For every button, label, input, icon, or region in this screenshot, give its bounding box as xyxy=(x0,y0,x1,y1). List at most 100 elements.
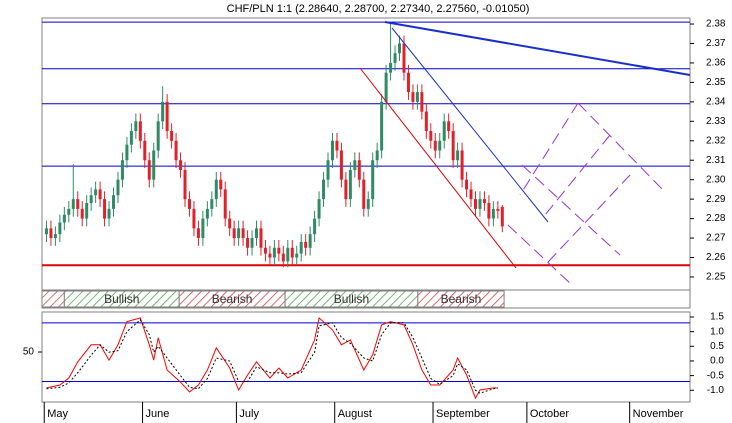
candle-body xyxy=(263,247,267,254)
projection-line xyxy=(521,164,621,256)
candle-body xyxy=(103,199,107,219)
y-tick-label: 1.0 xyxy=(710,326,724,337)
candle-body xyxy=(120,160,124,180)
y-tick-label: 2.35 xyxy=(706,77,726,88)
candle-body xyxy=(134,121,138,132)
candle-body xyxy=(299,241,303,254)
candle-body xyxy=(389,62,393,73)
projection-line xyxy=(507,224,573,286)
candle-body xyxy=(447,121,451,132)
candle-body xyxy=(375,150,379,161)
y-tick-label: 2.33 xyxy=(706,116,726,127)
signal-label: Bearish xyxy=(212,292,253,306)
candle-body xyxy=(94,189,98,196)
candle-body xyxy=(156,121,160,151)
candle-body xyxy=(183,169,187,200)
candle-body xyxy=(246,238,250,248)
y2-tick-label: 50 xyxy=(23,347,35,358)
candle-body xyxy=(138,121,142,141)
candle-body xyxy=(330,140,334,161)
candle-body xyxy=(460,150,464,180)
candle-body xyxy=(308,234,312,248)
candle-body xyxy=(304,241,308,248)
candle-body xyxy=(98,189,102,200)
candle-body xyxy=(357,160,361,180)
candle-body xyxy=(496,208,500,211)
candle-body xyxy=(116,179,120,196)
y-tick-label: 1.5 xyxy=(710,312,724,323)
candle-body xyxy=(147,160,151,180)
candle-body xyxy=(277,247,281,254)
candle-body xyxy=(339,150,343,180)
candle-body xyxy=(344,179,348,200)
candle-body xyxy=(295,253,299,258)
candle-body xyxy=(107,208,111,219)
candle-body xyxy=(219,179,223,190)
x-tick-label: June xyxy=(146,408,170,420)
candle-body xyxy=(89,195,93,204)
candle-body xyxy=(348,169,352,200)
x-tick-label: October xyxy=(530,408,569,420)
candle-body xyxy=(161,101,165,122)
y-tick-label: 2.32 xyxy=(706,135,726,146)
candle-body xyxy=(125,144,129,161)
y-tick-label: 0.5 xyxy=(710,341,724,352)
y-tick-label: 2.30 xyxy=(706,174,726,185)
candle-body xyxy=(424,111,428,132)
candle-body xyxy=(241,228,245,239)
candle-body xyxy=(433,140,437,151)
candle-body xyxy=(335,140,339,151)
candle-body xyxy=(398,43,402,54)
candle-body xyxy=(228,218,232,229)
candle-body xyxy=(255,228,259,239)
y-tick-label: 2.29 xyxy=(706,194,726,205)
signal-label: Bullish xyxy=(334,292,369,306)
y-tick-label: 2.27 xyxy=(706,233,726,244)
candle-body xyxy=(62,214,66,223)
projection-line xyxy=(577,102,666,193)
y-tick-label: 2.34 xyxy=(706,96,726,107)
trend-line xyxy=(384,21,690,76)
candle-body xyxy=(201,218,205,239)
candle-body xyxy=(402,43,406,73)
candle-body xyxy=(80,208,84,219)
candle-body xyxy=(143,140,147,161)
candle-body xyxy=(465,179,469,190)
candle-body xyxy=(76,199,80,209)
main-panel xyxy=(41,17,691,291)
candle-body xyxy=(326,160,330,180)
signal-label: Bullish xyxy=(104,292,139,306)
candle-body xyxy=(165,101,169,132)
candle-body xyxy=(322,179,326,200)
signal-label: Bearish xyxy=(441,292,482,306)
candle-body xyxy=(371,160,375,200)
candle-body xyxy=(281,253,285,262)
candle-body xyxy=(179,160,183,170)
candle-body xyxy=(384,72,388,102)
candle-body xyxy=(286,247,290,262)
candle-body xyxy=(58,222,62,235)
y-tick-label: 2.37 xyxy=(706,38,726,49)
candle-body xyxy=(170,131,174,141)
candle-body xyxy=(456,150,460,161)
y-tick-label: -0.5 xyxy=(707,370,725,381)
candle-body xyxy=(353,160,357,170)
candle-body xyxy=(44,228,48,235)
candle-body xyxy=(478,199,482,209)
candle-body xyxy=(500,206,504,227)
candle-body xyxy=(112,195,116,209)
x-tick-label: November xyxy=(633,408,684,420)
candle-body xyxy=(205,208,209,219)
y-tick-label: 2.25 xyxy=(706,272,726,283)
projection xyxy=(507,102,666,286)
candle-body xyxy=(192,208,196,229)
candle-body xyxy=(473,199,477,209)
candle-body xyxy=(85,203,89,219)
candle-body xyxy=(259,228,263,248)
candle-body xyxy=(187,199,191,209)
candle-body xyxy=(232,228,236,239)
candle-body xyxy=(237,228,241,239)
candle-body xyxy=(491,208,495,219)
candle-body xyxy=(482,199,486,204)
